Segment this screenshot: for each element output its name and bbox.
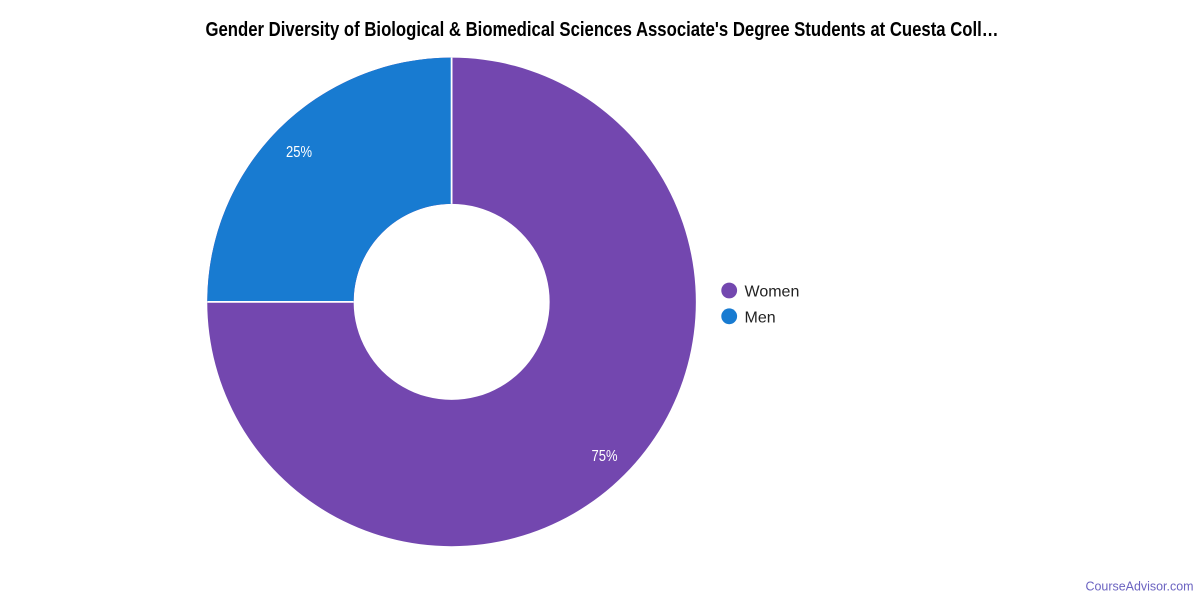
svg-text:75%: 75%: [592, 448, 618, 465]
svg-text:Women: Women: [745, 284, 800, 301]
svg-text:25%: 25%: [286, 144, 312, 161]
svg-text:Men: Men: [745, 309, 776, 326]
svg-text:Gender Diversity of Biological: Gender Diversity of Biological & Biomedi…: [206, 19, 999, 41]
svg-text:CourseAdvisor.com: CourseAdvisor.com: [1086, 579, 1194, 594]
